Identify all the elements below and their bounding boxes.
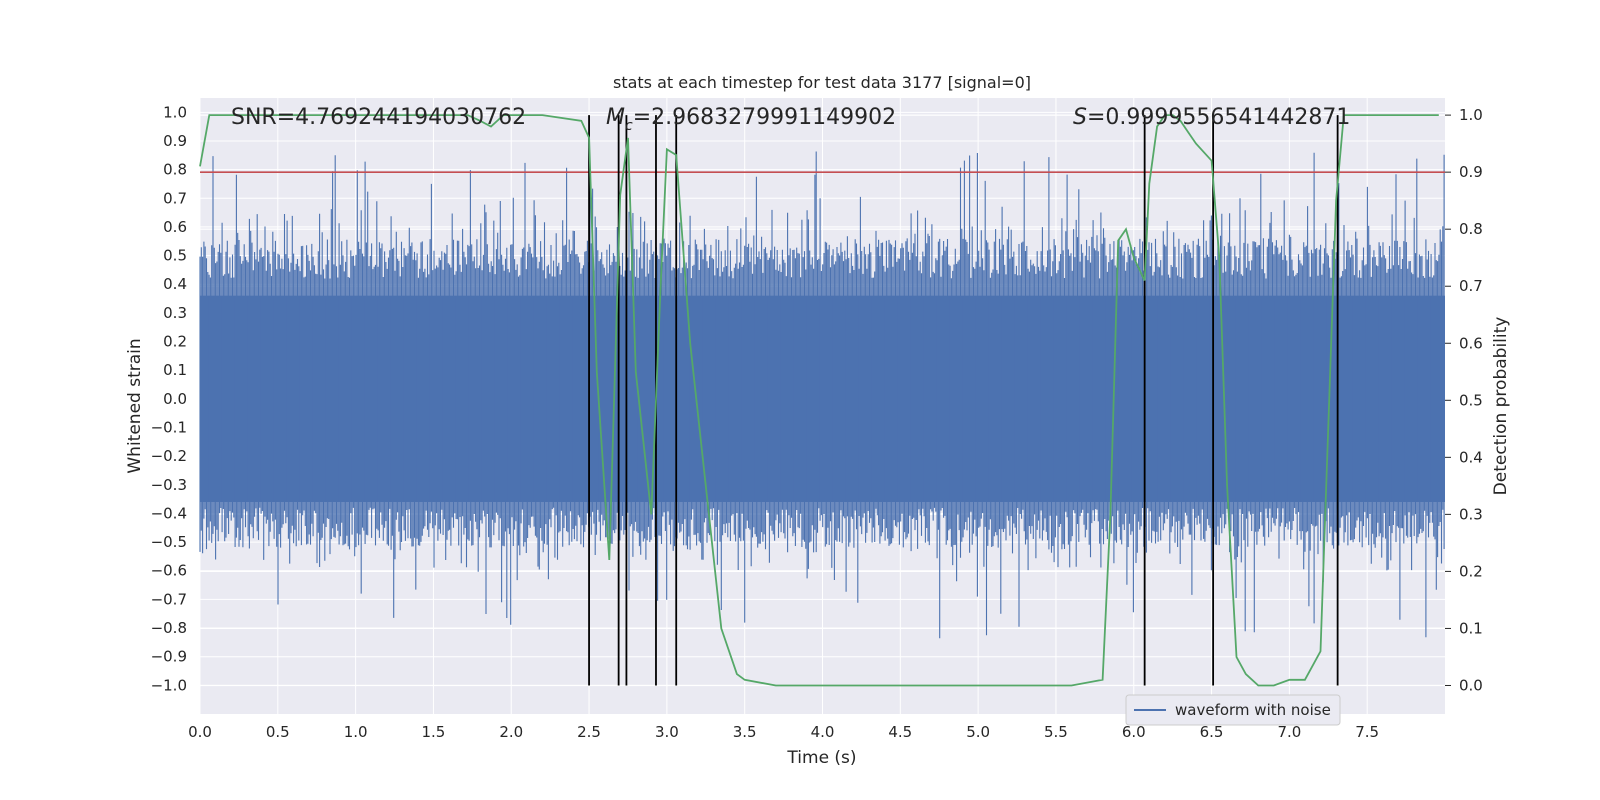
x-tick-label: 3.5 xyxy=(733,723,757,741)
ticks: 0.0 0.5 1.0 1.5 2.0 2.5 3.0 3.5 4.0 4.5 5.0 5.5 6.0 6… xyxy=(151,103,1483,741)
y-tick-label-left: 0.5 xyxy=(163,247,187,265)
x-tick-label: 4.0 xyxy=(811,723,835,741)
y-tick-label-right: 0.4 xyxy=(1459,448,1483,466)
x-tick-label: 1.5 xyxy=(422,723,446,741)
snr-annotation: SNR=4.769244194030762 xyxy=(231,105,526,130)
y-tick-label-left: 0.8 xyxy=(163,161,187,179)
y-tick-label-left: −0.3 xyxy=(151,476,187,494)
x-tick-label: 2.5 xyxy=(577,723,601,741)
y-tick-label-left: −0.1 xyxy=(151,418,187,436)
x-tick-label: 2.0 xyxy=(499,723,523,741)
y-tick-label-left: −0.4 xyxy=(151,504,187,522)
significance-annotation: S=0.9999556541442871 xyxy=(1073,105,1350,130)
y-tick-label-left: 0.4 xyxy=(163,275,187,293)
y-axis-label-right: Detection probability xyxy=(1491,317,1511,496)
y-tick-label-left: 0.1 xyxy=(163,361,187,379)
y-tick-label-left: −0.9 xyxy=(151,648,187,666)
y-tick-label-left: −0.5 xyxy=(151,533,187,551)
y-tick-label-right: 0.9 xyxy=(1459,163,1483,181)
legend: waveform with noise xyxy=(1125,694,1341,726)
x-tick-label: 1.0 xyxy=(344,723,368,741)
y-tick-label-right: 0.1 xyxy=(1459,619,1483,637)
chirp-mass-annotation: Mc=2.9683279991149902 xyxy=(606,105,896,134)
y-tick-label-left: 0.3 xyxy=(163,304,187,322)
x-axis-label: Time (s) xyxy=(786,748,856,768)
y-tick-label-left: −0.6 xyxy=(151,562,187,580)
y-tick-label-left: 1.0 xyxy=(163,103,187,121)
y-tick-label-left: 0.6 xyxy=(163,218,187,236)
y-tick-label-right: 0.6 xyxy=(1459,334,1483,352)
legend-box xyxy=(1125,694,1341,726)
y-tick-label-left: −0.8 xyxy=(151,619,187,637)
overlays xyxy=(199,114,1445,687)
x-tick-label: 4.5 xyxy=(888,723,912,741)
waveform-series xyxy=(199,151,1445,639)
y-tick-label-left: −1.0 xyxy=(151,676,187,694)
x-tick-label: 6.0 xyxy=(1122,723,1146,741)
x-tick-label: 3.0 xyxy=(655,723,679,741)
x-tick-label: 0.0 xyxy=(188,723,212,741)
x-tick-label: 7.5 xyxy=(1355,723,1379,741)
detection-probability-line xyxy=(199,114,1439,687)
y-tick-label-right: 0.8 xyxy=(1459,220,1483,238)
y-tick-label-left: 0.7 xyxy=(163,189,187,207)
y-tick-label-right: 0.0 xyxy=(1459,676,1483,694)
y-tick-label-right: 0.2 xyxy=(1459,562,1483,580)
y-tick-label-left: −0.2 xyxy=(151,447,187,465)
y-tick-label-right: 1.0 xyxy=(1459,106,1483,124)
chart-title: stats at each timestep for test data 317… xyxy=(613,73,1031,92)
y-tick-label-left: 0.0 xyxy=(163,390,187,408)
y-tick-label-right: 0.3 xyxy=(1459,505,1483,523)
x-tick-label: 6.5 xyxy=(1200,723,1224,741)
x-tick-label: 7.0 xyxy=(1277,723,1301,741)
y-tick-label-left: 0.9 xyxy=(163,132,187,150)
y-tick-label-left: −0.7 xyxy=(151,590,187,608)
legend-label: waveform with noise xyxy=(1175,701,1331,719)
x-tick-label: 5.5 xyxy=(1044,723,1068,741)
y-axis-label-left: Whitened strain xyxy=(125,338,145,473)
y-tick-label-right: 0.7 xyxy=(1459,277,1483,295)
x-tick-label: 0.5 xyxy=(266,723,290,741)
y-tick-label-right: 0.5 xyxy=(1459,391,1483,409)
y-tick-label-left: 0.2 xyxy=(163,333,187,351)
x-tick-label: 5.0 xyxy=(966,723,990,741)
